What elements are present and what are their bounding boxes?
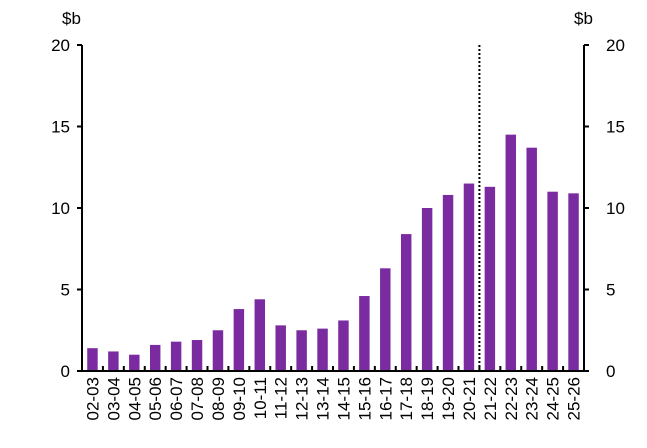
- bar-09-10: [233, 309, 245, 371]
- bar-19-20: [442, 194, 454, 371]
- y-tick-label-left: 20: [51, 36, 70, 55]
- x-tick-label-21-22: 21-22: [481, 377, 500, 420]
- y-tick-label-right: 15: [606, 118, 625, 137]
- y-tick-label-right: 10: [606, 199, 625, 218]
- bar-08-09: [212, 330, 224, 371]
- y-tick-label-right: 0: [606, 362, 615, 381]
- x-tick-label-03-04: 03-04: [104, 377, 123, 420]
- y-axis-unit-left: $b: [62, 9, 81, 28]
- bar-23-24: [526, 147, 537, 371]
- x-tick-label-08-09: 08-09: [209, 377, 228, 420]
- y-ticks-group: 0 0 5 5 10 10 15 15 20 20: [51, 36, 625, 381]
- y-tick-label-left: 15: [51, 118, 70, 137]
- bar-05-06: [149, 344, 161, 371]
- x-tick-label-24-25: 24-25: [544, 377, 563, 420]
- bar-04-05: [129, 354, 140, 371]
- x-tick-label-25-26: 25-26: [565, 377, 584, 420]
- bar-02-03: [87, 348, 98, 371]
- x-tick-label-04-05: 04-05: [125, 377, 144, 420]
- x-tick-label-12-13: 12-13: [293, 377, 312, 420]
- bar-20-21: [463, 183, 475, 371]
- bar-17-18: [400, 234, 412, 371]
- bar-25-26: [568, 193, 579, 371]
- bar-06-07: [170, 341, 182, 371]
- bar-18-19: [421, 208, 433, 371]
- bar-11-12: [275, 325, 286, 371]
- bar-22-23: [505, 134, 517, 371]
- y-tick-label-left: 5: [61, 281, 70, 300]
- y-tick-label-right: 20: [606, 36, 625, 55]
- bar-24-25: [547, 191, 558, 371]
- bar-13-14: [317, 328, 328, 371]
- x-tick-label-19-20: 19-20: [439, 377, 458, 420]
- bars-group: [87, 134, 579, 371]
- x-tick-label-13-14: 13-14: [314, 377, 333, 420]
- bar-16-17: [380, 268, 391, 371]
- x-tick-label-18-19: 18-19: [418, 377, 437, 420]
- x-tick-label-23-24: 23-24: [523, 377, 542, 420]
- bar-10-11: [254, 299, 266, 371]
- x-tick-label-11-12: 11-12: [272, 377, 291, 419]
- x-tick-label-10-11: 10-11: [251, 377, 270, 419]
- x-tick-label-06-07: 06-07: [167, 377, 186, 420]
- x-tick-label-07-08: 07-08: [188, 377, 207, 420]
- x-tick-label-17-18: 17-18: [397, 377, 416, 420]
- bar-07-08: [191, 340, 203, 371]
- bar-15-16: [359, 296, 370, 371]
- x-ticks-group: 02-03 03-04 04-05 05-06 06-07 07-08 08-09 09-10…: [81, 366, 584, 420]
- x-tick-label-20-21: 20-21: [460, 377, 479, 420]
- x-tick-label-14-15: 14-15: [334, 377, 353, 420]
- x-tick-label-16-17: 16-17: [376, 377, 395, 420]
- y-tick-label-right: 5: [606, 281, 615, 300]
- bar-21-22: [484, 186, 496, 371]
- x-tick-label-05-06: 05-06: [146, 377, 165, 420]
- y-tick-label-left: 0: [61, 362, 70, 381]
- y-axis-unit-right: $b: [574, 9, 593, 28]
- bar-12-13: [296, 330, 307, 371]
- x-tick-label-22-23: 22-23: [502, 377, 521, 420]
- y-tick-label-left: 10: [51, 199, 70, 218]
- bar-14-15: [338, 320, 349, 371]
- x-tick-label-02-03: 02-03: [83, 377, 102, 420]
- x-tick-label-15-16: 15-16: [355, 377, 374, 420]
- bar-03-04: [108, 351, 119, 371]
- x-tick-label-09-10: 09-10: [230, 377, 249, 420]
